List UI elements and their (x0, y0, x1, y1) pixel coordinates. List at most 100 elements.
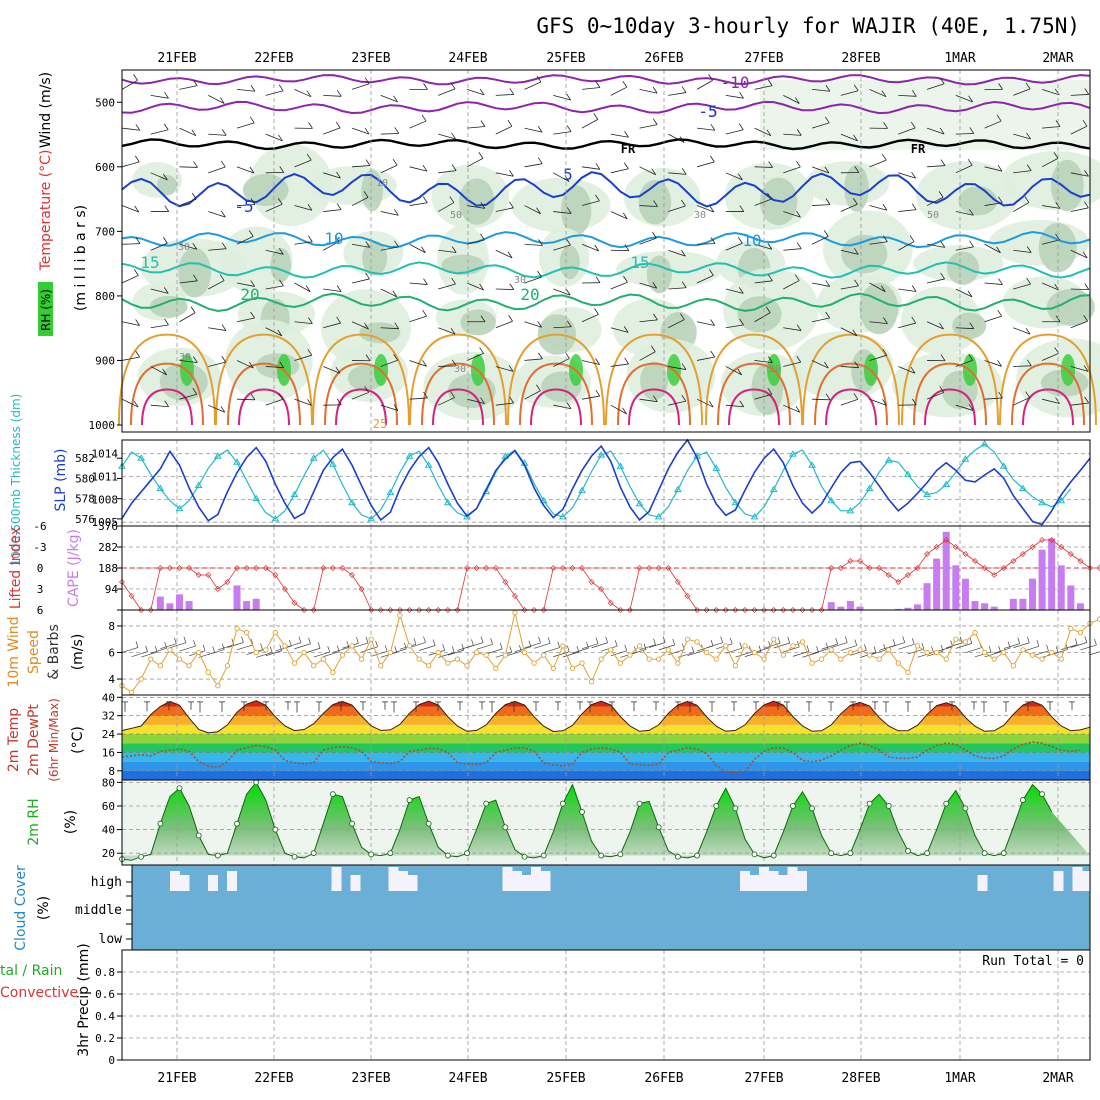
temperature-contour-arc (901, 333, 999, 426)
cape-tick-label: 376 (98, 520, 118, 533)
wind-barb-flag (844, 636, 848, 643)
wind-barb-flag (278, 393, 284, 400)
wind-barb (984, 202, 1003, 206)
tick-label: 0.2 (95, 1032, 115, 1045)
wind-barb (409, 397, 428, 400)
wind-speed-point (886, 647, 892, 653)
wind-barb (1041, 282, 1059, 291)
thickness-tick-label: 576 (75, 513, 95, 526)
wind-barb-flag (892, 639, 896, 646)
rh-shade-mid (460, 309, 496, 336)
wind-barb-flag (422, 196, 428, 203)
wind-barb-flag (536, 75, 542, 83)
wind-speed-point (473, 649, 480, 656)
wind-barb (696, 398, 714, 408)
wind-speed-point (196, 649, 202, 656)
lifted-index-point (722, 607, 729, 613)
wind-barb-flag (911, 638, 915, 645)
wind-barb-flag (768, 161, 773, 168)
rh-point (943, 800, 950, 807)
rh-point (349, 820, 355, 827)
wind-barb (409, 120, 427, 129)
rh2m-label: 2m RH (26, 798, 42, 845)
tick-label: 60 (102, 800, 115, 813)
wind-barb-flag (133, 400, 139, 408)
temperature-contour-arc (728, 388, 780, 426)
wind-barb (581, 243, 599, 252)
wind-barb-flag (795, 97, 800, 104)
wind-barb-flag (509, 396, 514, 404)
wind-barb (840, 90, 859, 96)
wind-barb (553, 288, 571, 296)
wind-speed-point (253, 649, 259, 656)
wind-barb-flag (421, 246, 426, 253)
temperature-contour-label: -5 (234, 197, 253, 216)
high-cloud-bar (759, 867, 769, 891)
wind-speed-point (646, 656, 652, 662)
wind-speed-point (713, 656, 719, 662)
wind-speed-point (991, 656, 997, 662)
rh-point (828, 850, 835, 857)
precip-total-label: tal / Rain (0, 963, 62, 979)
wind-barb-flag (825, 311, 830, 319)
wind-speed-point (656, 656, 662, 662)
lifted-index-point (799, 607, 806, 613)
wind-barb (840, 398, 858, 406)
wind-barb-flag (737, 368, 743, 376)
wind-barb (150, 647, 167, 654)
wind-barb (466, 158, 484, 168)
wind-barb (150, 288, 169, 294)
cape-bar (1076, 603, 1084, 610)
high-cloud-bar (512, 871, 522, 891)
wind-barb (840, 133, 858, 142)
wind-barb (438, 202, 455, 212)
slp-tick-label: 1011 (92, 471, 119, 484)
lifted-index-point (751, 607, 758, 613)
wind-barb (514, 646, 532, 653)
wind-barb-flag (335, 366, 341, 374)
lifted-index-point (559, 565, 566, 571)
wind-barb (390, 648, 407, 655)
lifted-index-point (866, 565, 873, 571)
wind-barb-flag (566, 320, 572, 328)
wind-barb (639, 205, 658, 207)
wind-barb (639, 282, 657, 289)
wind-barb-flag (393, 404, 399, 411)
wind-speed-point (790, 643, 796, 649)
wind-barb (898, 366, 916, 374)
wind-barb-flag (614, 640, 618, 647)
wind-barb (150, 404, 169, 408)
wind-barb (811, 122, 830, 129)
lifted-index-point (301, 607, 308, 613)
wind-barb (725, 94, 744, 99)
temp-band (122, 770, 1090, 780)
temperature-contour (121, 100, 1091, 115)
wind-barb-flag (202, 644, 206, 651)
wind-barb (591, 642, 608, 649)
wind-barb-flag (193, 356, 198, 363)
thickness-label: 1000-500mb Thickness (dm) (9, 394, 23, 567)
wind-barb (323, 366, 341, 374)
wind-barb (696, 275, 714, 284)
wind-barb (351, 197, 369, 206)
wind-barb-flag (643, 643, 647, 650)
wind-barb (553, 326, 572, 329)
lifted-index-label: Lifted Index (8, 527, 24, 609)
lifted-index-point (531, 607, 538, 613)
rh-point (483, 800, 490, 807)
temperature-contour-label: -10 (721, 73, 750, 92)
wind-barb-flag (307, 348, 313, 356)
cape-bar (1028, 578, 1036, 610)
wind-barb-flag (566, 93, 572, 101)
cape-bar (923, 583, 931, 610)
wind-barb-flag (250, 198, 256, 205)
wind-barb-flag (537, 321, 542, 328)
tick-label: 32 (102, 710, 115, 723)
wind-barb-flag (537, 157, 543, 164)
wind-barb-flag (135, 124, 141, 131)
wind-barb-flag (566, 402, 572, 409)
rh-shade-mid (737, 296, 782, 333)
wind-barb (179, 280, 198, 284)
wind-barb-flag (1025, 82, 1031, 90)
lifted-index-point (214, 586, 221, 592)
